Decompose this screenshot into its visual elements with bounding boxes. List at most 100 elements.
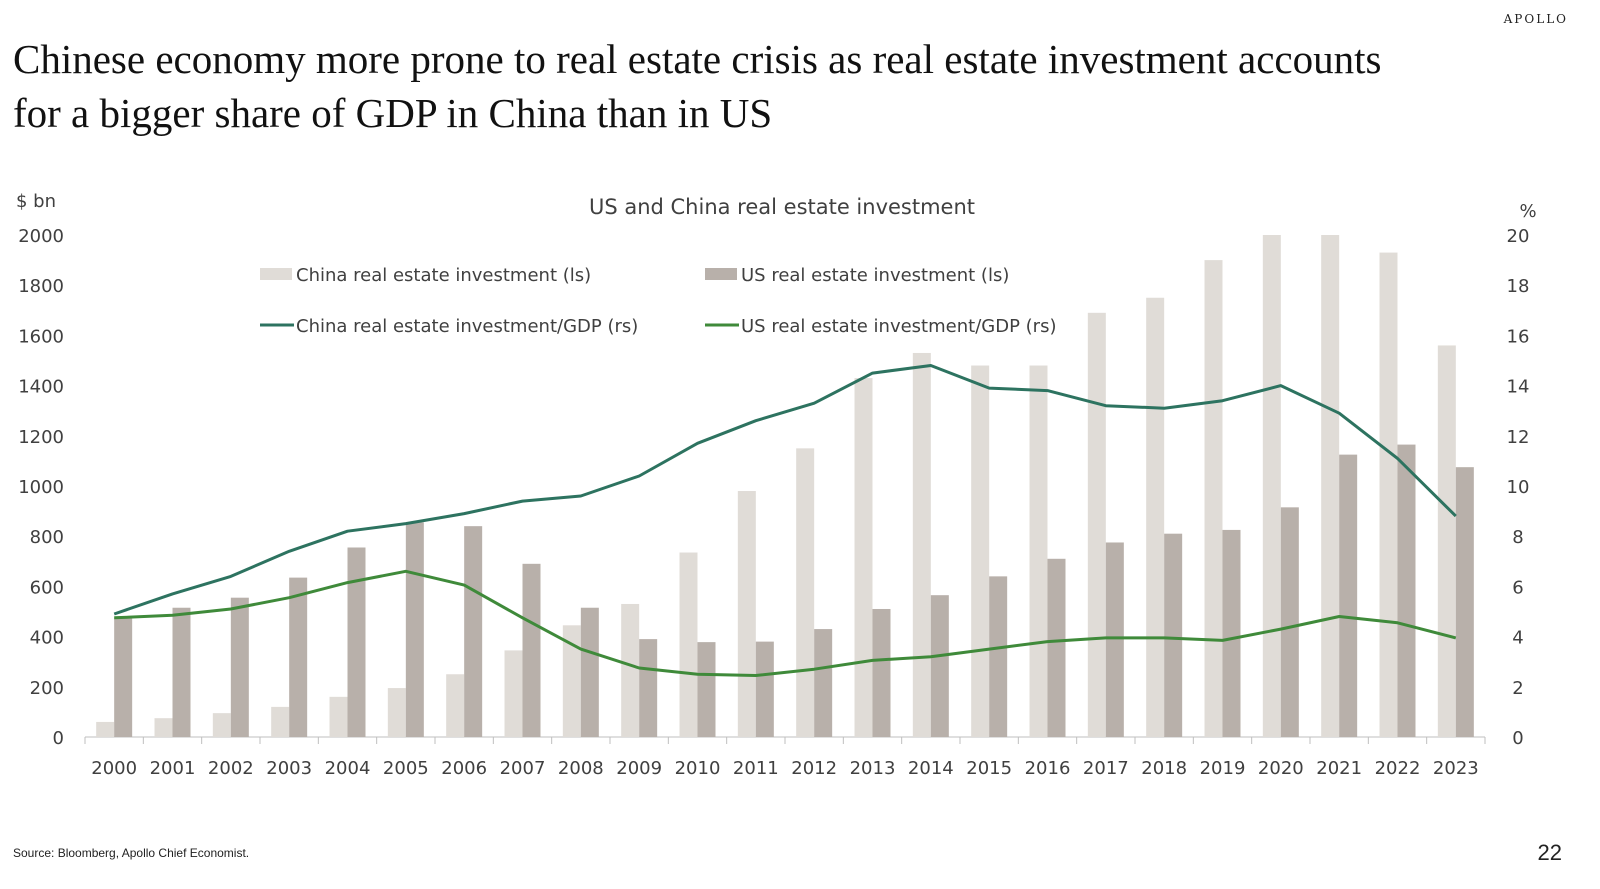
- right-axis-tick-label: 8: [1512, 527, 1523, 548]
- us-investment-bar: [172, 607, 191, 737]
- x-axis-tick-label: 2009: [616, 758, 662, 779]
- source-note: Source: Bloomberg, Apollo Chief Economis…: [13, 846, 250, 860]
- legend-label: US real estate investment (ls): [741, 265, 1009, 286]
- left-axis-tick-label: 600: [30, 577, 64, 598]
- x-axis-tick-label: 2014: [908, 758, 954, 779]
- x-axis-tick-label: 2005: [383, 758, 429, 779]
- x-axis-tick-label: 2002: [208, 758, 254, 779]
- us-investment-bar: [347, 547, 366, 737]
- x-axis-tick-label: 2003: [266, 758, 312, 779]
- us-investment-bar: [289, 577, 308, 737]
- us-investment-bar: [1280, 507, 1299, 737]
- x-axis-tick-label: 2021: [1316, 758, 1362, 779]
- us-investment-bar: [989, 576, 1008, 737]
- x-axis-tick-label: 2023: [1433, 758, 1479, 779]
- china-investment-bar: [446, 674, 465, 737]
- us-investment-bar: [697, 642, 716, 737]
- china-investment-bar: [1379, 252, 1398, 737]
- us-investment-bar: [1105, 542, 1124, 737]
- right-axis-tick-label: 10: [1507, 477, 1530, 498]
- china-investment-bar: [1146, 297, 1165, 737]
- us-investment-bar: [872, 608, 891, 737]
- us-investment-bar: [755, 641, 774, 737]
- us-investment-bar: [1455, 467, 1474, 737]
- x-axis-tick-label: 2016: [1025, 758, 1071, 779]
- page-title: Chinese economy more prone to real estat…: [13, 36, 1382, 136]
- us-investment-bar: [464, 526, 483, 737]
- x-axis-tick-label: 2008: [558, 758, 604, 779]
- china-investment-bar: [1437, 345, 1456, 737]
- page-number: 22: [1537, 840, 1562, 865]
- legend-item: US real estate investment (ls): [705, 265, 1009, 286]
- china-investment-bar: [154, 718, 173, 737]
- x-axis-tick-label: 2017: [1083, 758, 1129, 779]
- right-axis-tick-label: 6: [1512, 577, 1523, 598]
- china-investment-bar: [679, 552, 698, 737]
- china-investment-bar: [271, 706, 290, 737]
- china-investment-bar: [796, 448, 815, 737]
- us-investment-bar: [1222, 529, 1241, 737]
- us-investment-bar: [580, 607, 599, 737]
- right-axis-tick-label: 16: [1507, 326, 1530, 347]
- right-axis-tick-label: 0: [1512, 728, 1523, 749]
- us-investment-bar: [930, 595, 949, 737]
- china-investment-bar: [1204, 260, 1223, 737]
- us-investment-bar: [1047, 558, 1066, 737]
- legend-swatch: [260, 268, 292, 280]
- legend-item: China real estate investment/GDP (rs): [260, 316, 638, 337]
- china-investment-bar: [621, 603, 640, 737]
- china-investment-bar: [854, 378, 873, 737]
- left-axis-tick-label: 1200: [18, 427, 64, 448]
- us-investment-bar: [230, 597, 249, 737]
- china-investment-bar: [912, 352, 931, 737]
- x-axis-tick-label: 2019: [1200, 758, 1246, 779]
- us-investment-bar: [405, 522, 424, 737]
- us-investment-bar: [114, 617, 133, 737]
- x-axis-tick-label: 2007: [500, 758, 546, 779]
- legend-swatch: [705, 268, 737, 280]
- left-axis-tick-label: 400: [30, 628, 64, 649]
- left-axis-tick-label: 1800: [18, 276, 64, 297]
- left-axis-tick-label: 0: [53, 728, 64, 749]
- left-axis-tick-label: 1000: [18, 477, 64, 498]
- left-axis-tick-label: 1400: [18, 377, 64, 398]
- x-axis-tick-label: 2022: [1375, 758, 1421, 779]
- right-axis-label: %: [1519, 201, 1536, 222]
- x-axis-tick-label: 2018: [1141, 758, 1187, 779]
- x-axis-tick-label: 2000: [91, 758, 137, 779]
- x-axis-tick-label: 2004: [325, 758, 371, 779]
- china-gdp-share-line: [113, 364, 1457, 616]
- legend-item: China real estate investment (ls): [260, 265, 591, 286]
- china-investment-bar: [1262, 235, 1281, 737]
- china-investment-bar: [212, 713, 231, 737]
- left-axis-tick-label: 2000: [18, 226, 64, 247]
- left-axis-label: $ bn: [16, 191, 56, 212]
- us-gdp-share-line: [114, 569, 1457, 677]
- us-investment-bar: [1397, 444, 1416, 737]
- legend-label: China real estate investment/GDP (rs): [296, 316, 638, 337]
- legend-label: US real estate investment/GDP (rs): [741, 316, 1056, 337]
- left-axis-tick-label: 200: [30, 678, 64, 699]
- right-axis-tick-label: 18: [1507, 276, 1530, 297]
- x-axis-tick-label: 2013: [850, 758, 896, 779]
- legend-item: US real estate investment/GDP (rs): [705, 316, 1056, 337]
- legend-label: China real estate investment (ls): [296, 265, 591, 286]
- china-investment-bar: [1087, 312, 1106, 737]
- us-investment-bar: [639, 639, 658, 737]
- x-axis-tick-label: 2006: [441, 758, 487, 779]
- us-investment-bar: [1339, 454, 1358, 737]
- right-axis-tick-label: 12: [1507, 427, 1530, 448]
- x-axis-tick-label: 2001: [150, 758, 196, 779]
- china-investment-bar: [562, 625, 581, 737]
- right-axis-tick-label: 2: [1512, 678, 1523, 699]
- china-investment-bar: [737, 491, 756, 737]
- x-axis-tick-label: 2011: [733, 758, 779, 779]
- brand-logo: APOLLO: [1503, 12, 1568, 26]
- x-axis-tick-label: 2010: [675, 758, 721, 779]
- china-investment-bar: [971, 365, 990, 737]
- china-investment-bar: [387, 688, 406, 737]
- right-axis-tick-label: 4: [1512, 628, 1523, 649]
- left-axis-tick-label: 800: [30, 527, 64, 548]
- chart-title: US and China real estate investment: [589, 195, 975, 219]
